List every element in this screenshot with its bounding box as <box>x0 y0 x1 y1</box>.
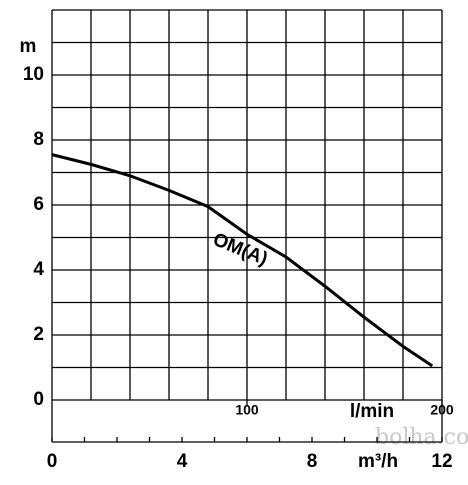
x2-tick-label: 12 <box>431 451 452 472</box>
y-axis-label: m <box>20 36 37 57</box>
x-tick-label: 200 <box>430 402 454 418</box>
y-tick-label: 8 <box>33 129 44 150</box>
watermark: bolha.com <box>375 425 468 450</box>
x2-tick-label: 4 <box>177 451 188 472</box>
x-axis-label: l/min <box>350 401 394 422</box>
y-tick-label: 2 <box>33 324 44 345</box>
x-tick-label: 100 <box>235 402 259 418</box>
x2-axis-label: m³/h <box>358 451 398 472</box>
series-label: OM(A) <box>210 229 271 270</box>
y-tick-label: 6 <box>33 194 44 215</box>
x2-tick-label: 8 <box>307 451 318 472</box>
line <box>51 153 434 368</box>
x2-tick-label: 0 <box>47 451 58 472</box>
y-tick-label: 4 <box>33 259 44 280</box>
y-tick-label: 10 <box>23 64 44 85</box>
y-tick-label: 0 <box>33 389 44 410</box>
